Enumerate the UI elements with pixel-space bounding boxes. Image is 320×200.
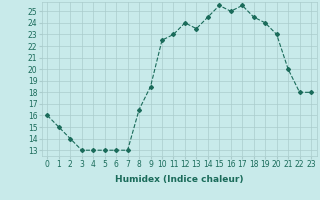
X-axis label: Humidex (Indice chaleur): Humidex (Indice chaleur) <box>115 175 244 184</box>
